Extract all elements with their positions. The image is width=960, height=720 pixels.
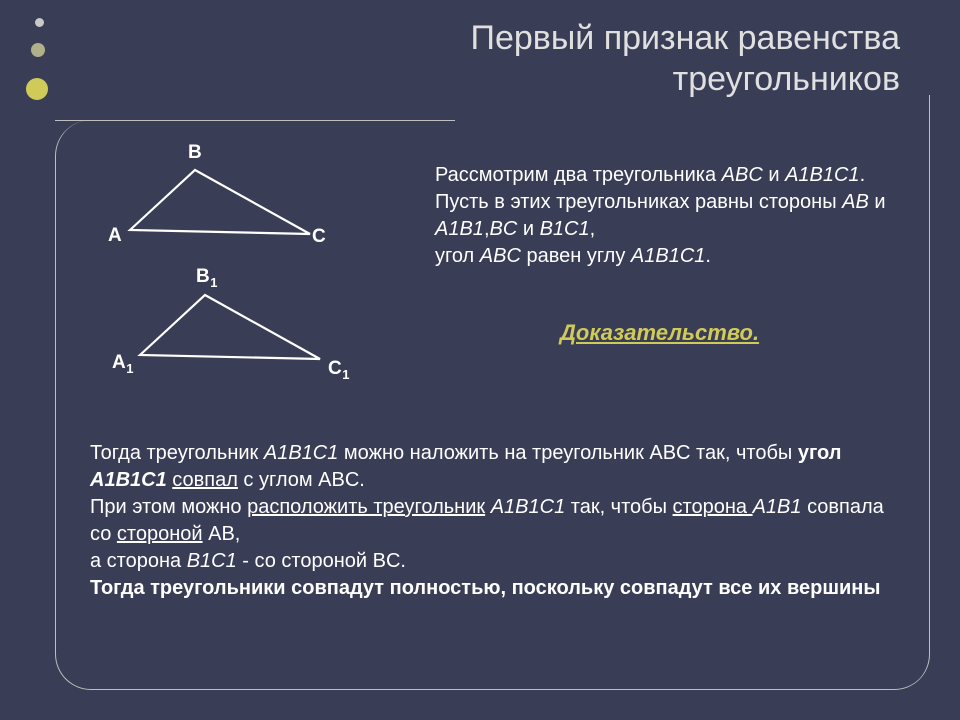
vertex-label-C: C	[312, 226, 326, 248]
triangle-abc-poly	[130, 170, 310, 234]
intro-text: Рассмотрим два треугольника ABC и A1B1C1…	[435, 162, 915, 270]
proof-conclusion: Тогда треугольники совпадут полностью, п…	[90, 577, 880, 599]
triangle-abc	[110, 160, 330, 250]
decor-bullet-1	[31, 43, 45, 57]
decor-bullet-0	[35, 18, 44, 27]
triangle-a1b1c1-poly	[140, 295, 320, 359]
title-line-1: Первый признак равенства	[471, 19, 900, 57]
decor-bullet-2	[26, 78, 48, 100]
triangle-a1b1c1	[120, 285, 340, 375]
slide: Первый признак равенства треугольников A…	[0, 0, 960, 720]
title-line-2: треугольников	[673, 60, 900, 98]
vertex-label-B1: B1	[196, 266, 218, 290]
content-area: A B C A1 B1 C1 Рассмотрим два треугольни…	[90, 150, 905, 670]
vertex-label-B: B	[188, 142, 202, 164]
vertex-label-C1: C1	[328, 358, 350, 382]
vertex-label-A: A	[108, 225, 122, 247]
proof-body: Тогда треугольник A1B1C1 можно наложить …	[90, 440, 900, 602]
triangles-figure: A B C A1 B1 C1	[90, 150, 420, 410]
proof-heading: Доказательство.	[560, 320, 759, 346]
vertex-label-A1: A1	[112, 352, 134, 376]
slide-title: Первый признак равенства треугольников	[471, 18, 900, 100]
